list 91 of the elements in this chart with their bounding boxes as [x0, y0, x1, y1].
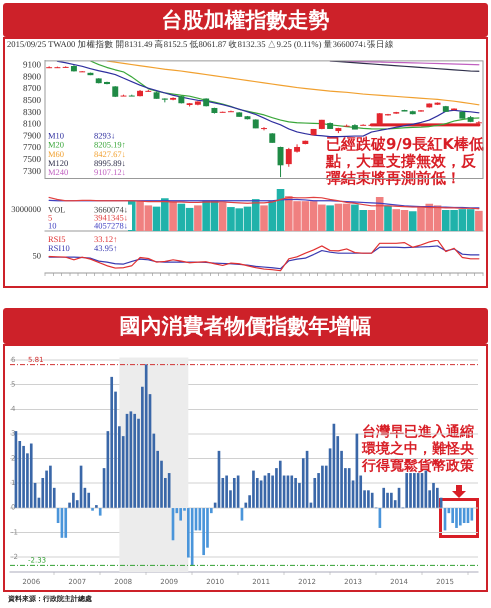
bar: [356, 434, 358, 508]
bar: [370, 492, 374, 508]
bar: [30, 443, 33, 508]
bar: [398, 488, 400, 508]
bar: [470, 508, 474, 521]
bar: [91, 508, 94, 511]
bar: [144, 364, 148, 508]
candlestick: [252, 118, 259, 129]
bar: [294, 478, 297, 508]
text: RSI5 33.12↑: [48, 234, 118, 244]
text: 5 3941345↓: [48, 212, 128, 223]
bar: [130, 411, 132, 508]
y-tick-label: 7500: [23, 154, 42, 164]
bar: [378, 508, 382, 528]
y-tick-label: 9100: [23, 59, 42, 70]
bar: [98, 508, 102, 516]
y-tick-label: 8100: [23, 118, 42, 129]
bar: [194, 205, 202, 231]
bar: [286, 476, 290, 508]
y-tick-label: 7700: [23, 142, 42, 152]
bar: [179, 508, 182, 521]
bar: [432, 482, 435, 508]
bar: [240, 508, 244, 521]
y-tick-label: 7300: [23, 166, 42, 176]
bar: [332, 424, 336, 508]
bar: [14, 431, 18, 508]
text: 50: [32, 250, 41, 261]
bar: [462, 508, 466, 524]
bar: [409, 473, 412, 508]
text: M10 8293↓: [48, 130, 116, 140]
bar: [444, 508, 446, 530]
chart-title: 台股加權指數走勢: [3, 3, 488, 37]
bar: [232, 478, 236, 508]
text: RSI10 43.95↑: [48, 243, 118, 254]
bar: [172, 508, 174, 540]
bar: [455, 508, 458, 528]
y-tick-label: 8500: [23, 94, 42, 105]
y-tick-label: 8900: [23, 71, 42, 82]
bar: [72, 492, 75, 508]
bar: [267, 473, 270, 508]
bar: [405, 473, 408, 508]
bar: [218, 202, 226, 231]
bar: [260, 205, 268, 231]
candlestick: [278, 146, 284, 178]
bar: [168, 473, 170, 508]
bar: [321, 466, 324, 508]
bar: [348, 468, 351, 508]
bar: [225, 476, 228, 508]
bar: [133, 414, 136, 508]
y-tick-label: 7900: [23, 130, 42, 140]
text: M240 9107.12↓: [48, 167, 126, 178]
bar: [384, 205, 392, 231]
bar: [408, 211, 417, 231]
text: M120 8995.89↓: [48, 158, 126, 168]
chart-subtitle: 2015/09/25 TWA00 加權指數 開8131.49 高8152.5 低8061.87 收8132.35 △9.25 (0.11%) 量3660074↓張日線: [7, 39, 394, 51]
bar: [202, 508, 205, 556]
text: VOL 3660074↓: [48, 204, 128, 215]
bar: [169, 202, 177, 231]
candlestick: [269, 132, 276, 144]
text: M20 8205.19↑: [48, 140, 126, 150]
bar: [416, 473, 420, 508]
bar: [80, 466, 82, 508]
bar: [390, 492, 393, 508]
bar: [382, 488, 386, 508]
bar: [264, 476, 266, 508]
bar: [110, 376, 114, 508]
chart-title: 國內消費者物價指數年增幅: [3, 308, 488, 344]
bar: [290, 476, 294, 508]
bar: [236, 476, 240, 508]
bar: [190, 508, 194, 566]
bar: [278, 460, 282, 508]
bar: [475, 210, 483, 231]
bar: [466, 508, 470, 524]
text: M60 8427.67↓: [48, 148, 126, 159]
y-tick-label: 8300: [23, 106, 42, 117]
candlestick: [286, 147, 292, 168]
bar: [126, 414, 128, 508]
bar: [49, 466, 52, 508]
bar: [367, 490, 370, 508]
bar: [459, 508, 462, 526]
bar: [60, 508, 64, 538]
bar: [420, 473, 424, 508]
text: 10 4057278↓: [48, 220, 128, 230]
bar: [413, 473, 416, 508]
bar: [218, 450, 220, 508]
bar: [326, 205, 334, 231]
y-tick-label: 8700: [23, 83, 42, 94]
bar: [64, 508, 68, 538]
bar: [306, 450, 308, 508]
text: 3000000: [11, 204, 41, 214]
bar: [252, 470, 255, 508]
